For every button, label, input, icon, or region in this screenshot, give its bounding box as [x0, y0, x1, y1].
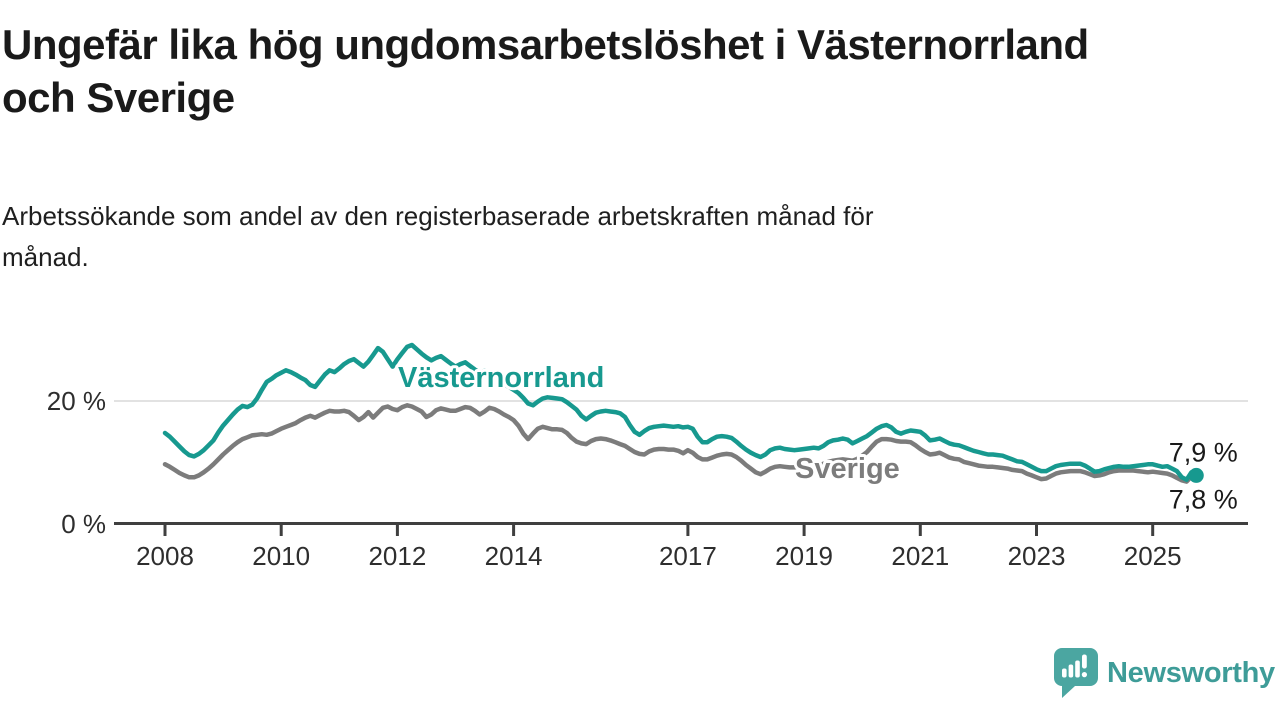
end-value-label-vsternorrland: 7,9 % — [1169, 437, 1238, 467]
newsworthy-wordmark: Newsworthy — [1107, 657, 1275, 689]
series-line-vsternorrland — [162, 342, 1199, 482]
x-axis-label-2008: 2008 — [136, 541, 194, 571]
series-label-sverige: Sverige — [795, 453, 900, 485]
x-axis-label-2021: 2021 — [891, 541, 949, 571]
series-label-vsternorrland: Västernorrland — [398, 362, 604, 394]
series-layer — [162, 342, 1204, 484]
y-axis-label-20: 20 % — [47, 386, 106, 416]
bar-icon-small — [1062, 668, 1067, 678]
axis-layer: 0 % 20 % 2008 2010 2012 2014 2017 2019 2021 2023 2… — [47, 386, 1182, 571]
series-line-sverige — [162, 403, 1199, 484]
chart-subtitle: Arbetssökande som andel av den registerb… — [2, 201, 874, 272]
y-axis-label-0: 0 % — [61, 509, 106, 539]
x-axis-label-2025: 2025 — [1124, 541, 1182, 571]
exclamation-dot-icon — [1081, 672, 1087, 678]
exclamation-bar-icon — [1082, 654, 1087, 669]
latest-value-dot — [1188, 467, 1204, 483]
x-axis-label-2010: 2010 — [252, 541, 310, 571]
bar-icon-large — [1075, 660, 1080, 678]
page-title: Ungefär lika hög ungdomsarbetslöshet i V… — [2, 21, 1089, 121]
label-layer: Västernorrland Sverige 7,9 % 7,8 % — [395, 359, 1240, 517]
x-axis-label-2017: 2017 — [659, 541, 717, 571]
x-axis-label-2014: 2014 — [485, 541, 543, 571]
newsworthy-logo[interactable]: Newsworthy — [1054, 648, 1275, 699]
x-axis-label-2019: 2019 — [775, 541, 833, 571]
x-axis-label-2012: 2012 — [368, 541, 426, 571]
newsworthy-speech-bubble-chart-icon — [1054, 648, 1098, 698]
x-axis-label-2023: 2023 — [1008, 541, 1066, 571]
end-value-label-sverige: 7,8 % — [1169, 484, 1238, 514]
bar-icon-medium — [1068, 664, 1074, 678]
